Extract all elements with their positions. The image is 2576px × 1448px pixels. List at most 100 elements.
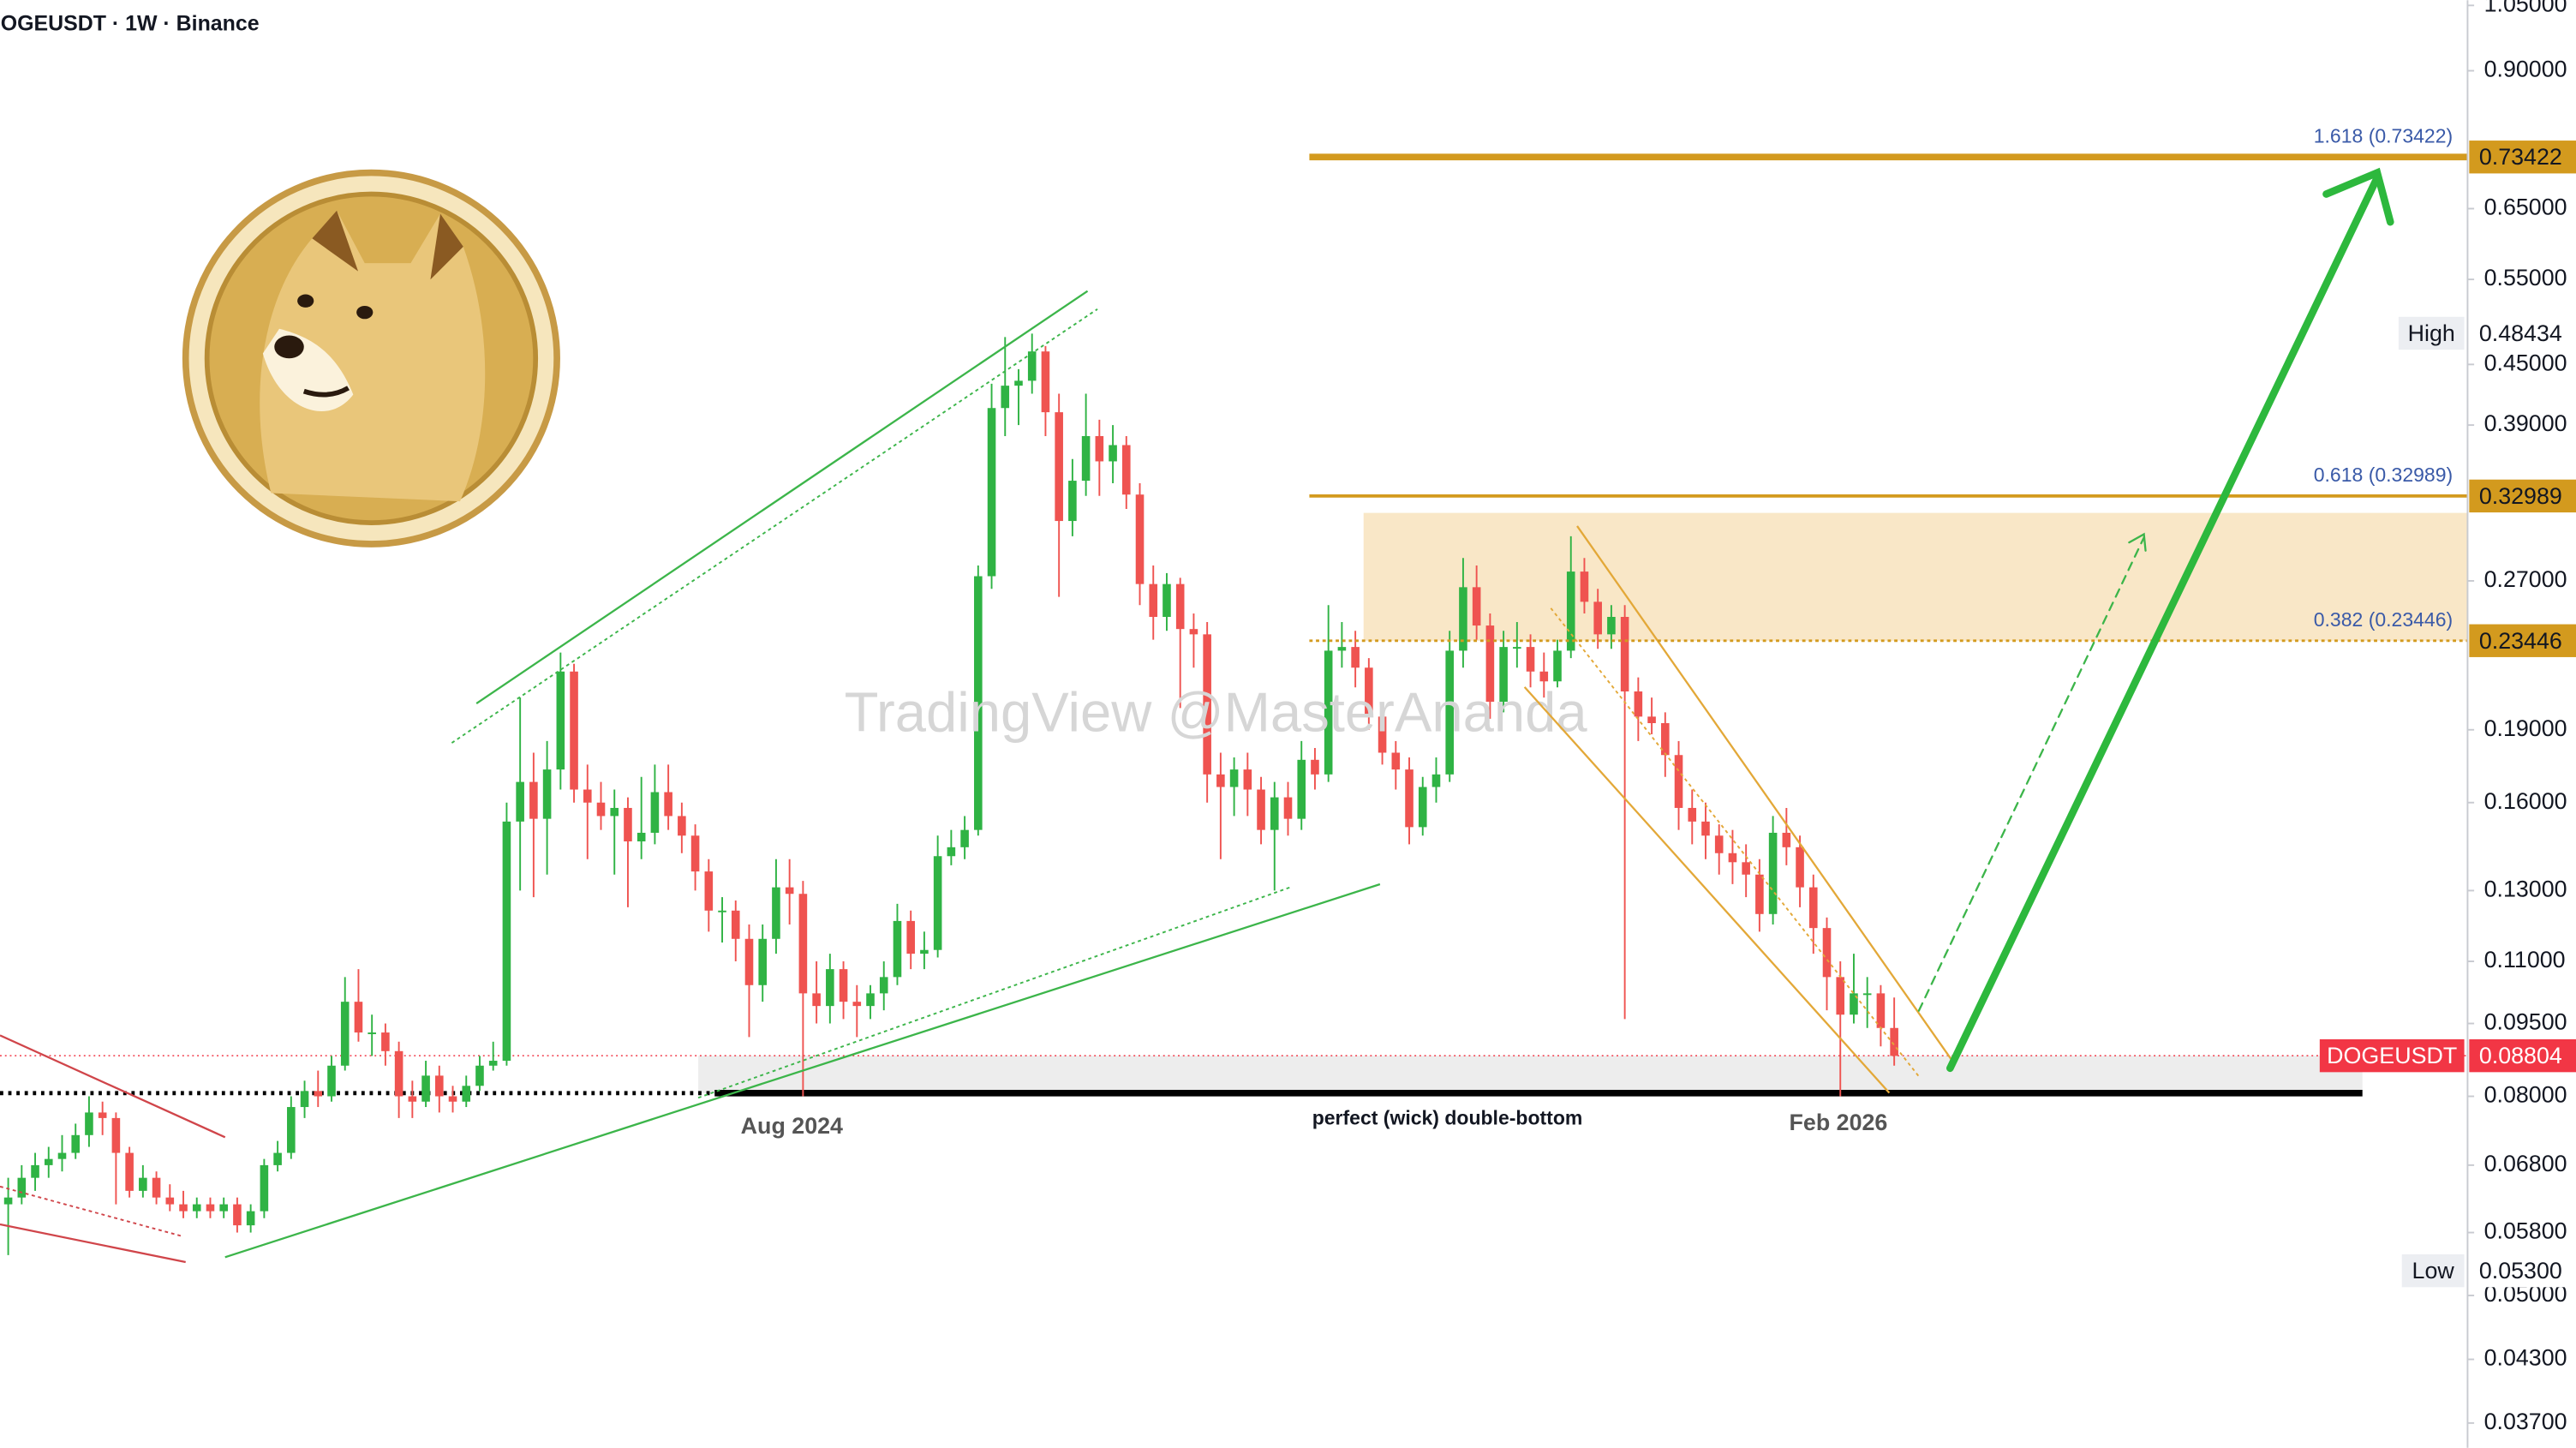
candle-body <box>1890 1027 1898 1056</box>
candle-body <box>85 1112 93 1135</box>
candle-body <box>920 949 929 954</box>
support-band <box>698 1056 2363 1093</box>
y-tick-label: 0.04300 <box>2484 1345 2567 1371</box>
candle-body <box>1311 759 1319 775</box>
candle-body <box>1109 445 1117 462</box>
candle-body <box>1297 759 1306 819</box>
candle-body <box>798 894 808 994</box>
high-name-label: High <box>2408 320 2455 346</box>
candle-body <box>974 576 983 830</box>
y-tick-label: 0.65000 <box>2484 194 2567 220</box>
candle-body <box>273 1152 282 1165</box>
candle-body <box>1283 797 1293 819</box>
arrow-head <box>2128 532 2147 552</box>
trendline <box>1523 686 1891 1094</box>
candle-body <box>152 1177 161 1198</box>
candle-body <box>1688 807 1697 822</box>
level-axis-label-box <box>2469 624 2576 657</box>
current-price-label: 0.08804 <box>2479 1043 2562 1068</box>
candle-body <box>1808 887 1818 929</box>
candle-body <box>1351 647 1360 668</box>
candle-body <box>1674 755 1683 808</box>
candle-body <box>1513 647 1521 649</box>
candle-body <box>624 807 632 842</box>
y-tick-label: 0.55000 <box>2484 265 2567 290</box>
trendline <box>0 1223 186 1264</box>
candle-body <box>1701 821 1710 836</box>
candle-body <box>583 789 592 803</box>
candle-body <box>906 920 915 954</box>
candle-body <box>1431 774 1441 787</box>
y-tick-label: 0.06800 <box>2484 1151 2567 1176</box>
candle-body <box>165 1197 175 1205</box>
support-annotation: perfect (wick) double-bottom <box>1312 1106 1583 1128</box>
candle-body <box>785 887 794 895</box>
candle-body <box>1122 445 1131 495</box>
candle-body <box>394 1050 403 1097</box>
doge-nose <box>274 335 304 359</box>
fib-label: 0.382 (0.23446) <box>2314 608 2453 631</box>
candle-body <box>111 1117 121 1153</box>
candle-body <box>664 792 672 817</box>
candle-body <box>1243 769 1252 790</box>
doge-coin <box>182 169 560 547</box>
arrows <box>1917 167 2394 1073</box>
candle-body <box>1459 587 1467 651</box>
y-tick-label: 0.45000 <box>2484 350 2567 375</box>
candle-body <box>1822 928 1832 978</box>
drawings-front: 1.618 (0.73422) 0.618 (0.32989) 0.382 (0.2… <box>1309 124 2468 643</box>
candle-body <box>1014 380 1023 386</box>
candle-body <box>516 781 524 822</box>
y-tick-label: 0.16000 <box>2484 788 2567 814</box>
candle-body <box>933 856 942 950</box>
candle-body <box>852 1002 862 1007</box>
candle-body <box>314 1091 323 1097</box>
high-price-label-box <box>2469 316 2576 350</box>
candle-body <box>1081 435 1091 482</box>
candle-body <box>381 1032 390 1051</box>
candle-body <box>1714 835 1724 853</box>
trendlines <box>0 290 1953 1264</box>
candle-body <box>1162 583 1171 618</box>
level-axis-label: 0.23446 <box>2479 628 2562 654</box>
candle-body <box>826 969 834 1007</box>
candle-body <box>368 1032 376 1034</box>
candle-body <box>1876 993 1886 1028</box>
candle-body <box>1216 774 1225 787</box>
candle-body <box>987 408 996 577</box>
y-tick-label: 1.05000 <box>2484 0 2567 16</box>
candle-body <box>462 1086 471 1102</box>
doge-head <box>260 210 486 502</box>
high-name-label-box <box>2398 316 2465 350</box>
candle-body <box>690 835 700 872</box>
doge-eye <box>297 294 314 308</box>
y-tick-label: 0.11000 <box>2484 947 2566 972</box>
candle-body <box>1378 716 1387 753</box>
candle-body <box>1068 481 1077 522</box>
y-tick-label: 0.05800 <box>2484 1218 2567 1244</box>
candle-body <box>219 1204 228 1212</box>
candle-body <box>556 671 565 770</box>
trendline <box>475 290 1089 704</box>
candle-body <box>812 993 821 1007</box>
candle-body <box>1782 832 1791 847</box>
candle-body <box>678 816 686 836</box>
candle-body <box>610 807 619 817</box>
chart-title: DOGEUSDT · 1W · Binance <box>0 12 260 36</box>
y-tick-label: 0.27000 <box>2484 566 2567 592</box>
candle-body <box>139 1177 147 1191</box>
candle-body <box>1472 587 1481 626</box>
price-axis: 1.05000 0.90000 0.65000 0.55000 0.45000 0.390… <box>2319 0 2576 1448</box>
doge-eye <box>356 305 374 320</box>
candle-body <box>1755 874 1764 914</box>
candle-body <box>960 829 969 847</box>
date-annotation: Feb 2026 <box>1790 1110 1888 1135</box>
candle-body <box>1041 351 1050 413</box>
candle-body <box>448 1096 457 1102</box>
candle-body <box>866 993 875 1007</box>
low-name-label-box <box>2401 1254 2465 1288</box>
candle-body <box>1580 571 1589 602</box>
candle-body <box>408 1096 417 1102</box>
candle-body <box>1257 789 1265 830</box>
candle-body <box>1203 634 1211 775</box>
